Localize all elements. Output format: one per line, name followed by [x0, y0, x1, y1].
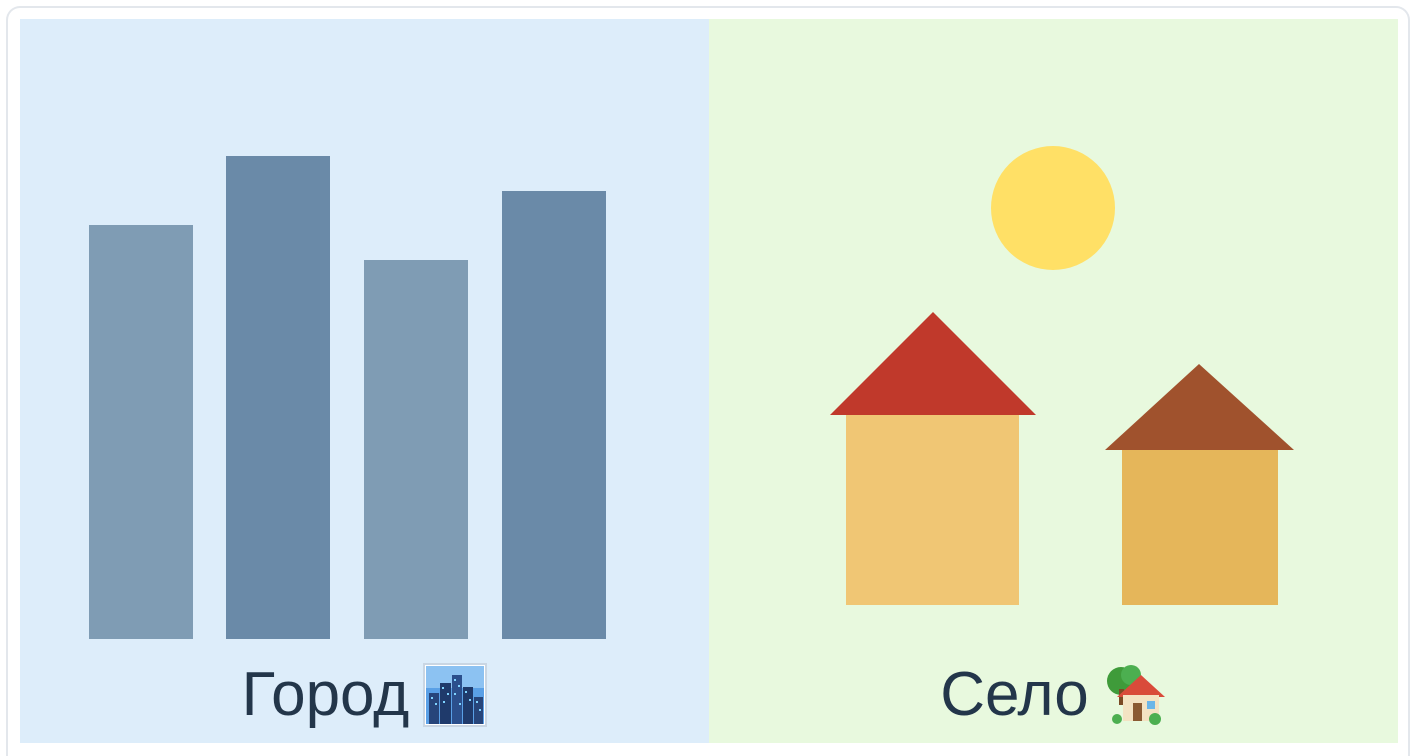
house-2-roof [1105, 364, 1294, 450]
city-building-3 [364, 260, 468, 639]
city-building-2 [226, 156, 330, 639]
city-caption: Город [20, 655, 709, 735]
city-building-1 [89, 225, 193, 639]
village-panel: Село [709, 19, 1398, 743]
cityscape-icon [423, 663, 488, 727]
village-scene [830, 146, 1294, 605]
village-caption: Село [709, 655, 1398, 735]
city-scene [89, 156, 606, 639]
house-1-wall [846, 415, 1019, 605]
city-label: Город [241, 660, 410, 729]
house-with-garden-icon [1103, 663, 1167, 727]
village-label: Село [940, 660, 1089, 729]
city-panel: Город [20, 19, 709, 743]
sun [991, 146, 1115, 270]
city-building-4 [502, 191, 606, 639]
house-1-roof [830, 312, 1036, 415]
house-2-wall [1122, 450, 1278, 605]
